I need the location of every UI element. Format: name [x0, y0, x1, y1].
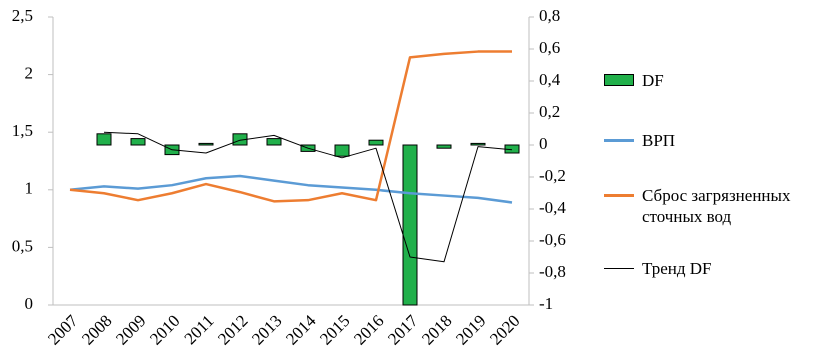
line: [103, 131, 513, 263]
y2-tick-label: 0: [539, 134, 548, 153]
y2-tick-label: 0,4: [539, 70, 561, 89]
bar: [334, 144, 350, 157]
y2-tick-label: 0,6: [539, 38, 560, 57]
y-tick-label: 2: [25, 64, 34, 83]
bar: [436, 144, 452, 149]
bar: [96, 133, 112, 146]
bar: [130, 138, 146, 146]
line: [69, 50, 512, 203]
legend-item: Сброс загрязненных сточных вод: [600, 185, 822, 227]
y2-tick-label: 0,8: [539, 6, 560, 25]
legend-item: ВРП: [600, 130, 822, 151]
bar: [470, 142, 486, 146]
bar: [198, 142, 214, 146]
legend-swatch: [604, 74, 634, 86]
x-tick-label: 2016: [350, 311, 387, 348]
bar: [368, 139, 384, 146]
y2-tick-label: -0,8: [539, 262, 566, 281]
x-tick-label: 2011: [181, 311, 218, 348]
y-tick-label: 0: [25, 294, 34, 313]
bar: [402, 144, 418, 306]
legend-icon: [600, 70, 638, 91]
chart: 0 0,5 1 1,5 2 2,5 -1 -0,8 -0,6 -0,4 -0,2 0 0,2 0,4 0,6…: [12, 6, 567, 349]
x-tick-label: 2019: [452, 311, 489, 348]
x-tick-label: 2007: [44, 311, 82, 349]
legend-swatch: [604, 193, 634, 197]
legend-icon: [600, 185, 638, 206]
y2-tick-label: 0,2: [539, 102, 560, 121]
legend-item: DF: [600, 70, 822, 91]
x-tick-label: 2010: [146, 311, 183, 348]
y-tick-label: 1: [25, 179, 34, 198]
bar: [266, 138, 282, 146]
y2-tick-label: -1: [539, 294, 553, 313]
y-tick-label: 1,5: [12, 121, 33, 140]
x-tick-label: 2015: [316, 311, 353, 348]
legend: DF ВРП Сброс загрязненных сточных вод Тренд…: [600, 0, 840, 361]
y2-tick-label: -0,2: [539, 166, 566, 185]
legend-label: DF: [642, 71, 664, 90]
line: [69, 174, 513, 204]
legend-label: Тренд DF: [642, 259, 712, 278]
y-tick-label: 0,5: [12, 236, 33, 255]
x-tick-label: 2018: [418, 311, 455, 348]
x-tick-label: 2008: [78, 311, 115, 348]
x-tick-label: 2014: [282, 311, 320, 349]
x-tick-label: 2012: [214, 311, 251, 348]
x-tick-label: 2020: [486, 311, 523, 348]
legend-icon: [600, 258, 638, 279]
y2-tick-label: -0,4: [539, 198, 566, 217]
legend-label: Сброс загрязненных сточных вод: [642, 186, 791, 226]
legend-item: Тренд DF: [600, 258, 822, 279]
x-tick-label: 2017: [384, 311, 422, 349]
legend-swatch: [604, 267, 634, 269]
legend-label: ВРП: [642, 131, 676, 150]
legend-icon: [600, 130, 638, 151]
x-tick-label: 2009: [112, 311, 149, 348]
y-tick-label: 2,5: [12, 6, 33, 25]
legend-swatch: [604, 138, 634, 142]
x-tick-label: 2013: [248, 311, 285, 348]
y2-tick-label: -0,6: [539, 230, 566, 249]
